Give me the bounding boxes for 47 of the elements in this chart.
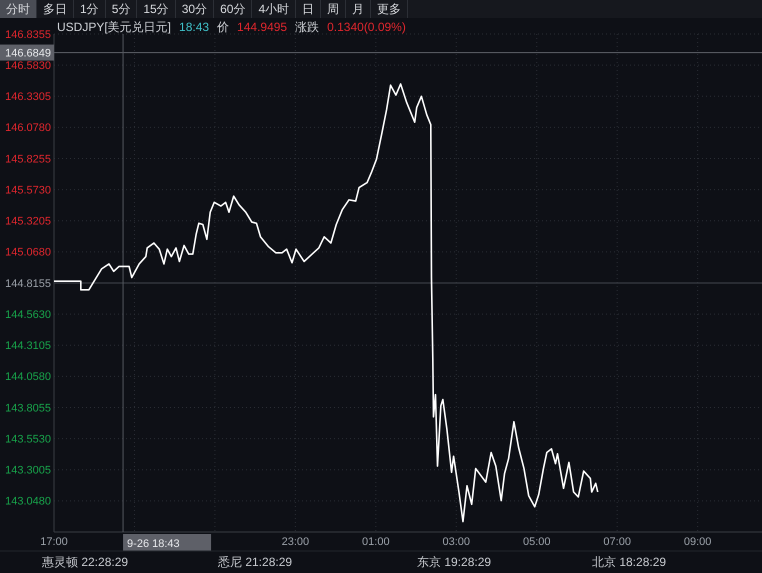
ref-line-label: 9-26 18:43 xyxy=(127,538,180,550)
chart-subtitle: 18:43 xyxy=(179,20,210,34)
text: 惠灵顿 22:28:29 xyxy=(41,555,128,569)
x-tick-label: 03:00 xyxy=(442,536,470,548)
text: 周 xyxy=(321,0,346,18)
y-tick-label: 146.3305 xyxy=(5,91,51,104)
text: 60分 xyxy=(214,0,252,18)
annotation: 144.9495 xyxy=(237,20,288,34)
text: 北京 18:28:29 xyxy=(592,555,666,569)
text: 更多 xyxy=(371,0,408,18)
y-tick-label: 146.0780 xyxy=(5,122,51,134)
text: 15分 xyxy=(137,0,176,18)
annotation: 0.1340(0.09%) xyxy=(327,20,406,34)
y-tick-label: 144.3105 xyxy=(5,340,51,352)
text: 30分 xyxy=(176,0,214,18)
y-tick-label: 145.8255 xyxy=(5,153,51,166)
y-tick-label: 144.0580 xyxy=(5,371,51,384)
ref-line-label: 146.6849 xyxy=(5,47,51,60)
text: 悉尼 21:28:29 xyxy=(217,555,292,569)
y-tick-label: 145.3205 xyxy=(5,216,51,228)
text: 日 xyxy=(296,0,322,18)
y-tick-label: 143.0480 xyxy=(5,496,51,508)
chart-title: USDJPY[美元兑日元] xyxy=(57,18,172,36)
x-tick-label: 05:00 xyxy=(522,536,550,548)
x-tick-label: 07:00 xyxy=(603,536,631,548)
text: 价 xyxy=(217,18,230,36)
y-tick-label: 143.3005 xyxy=(5,464,51,477)
y-tick-label: 143.8055 xyxy=(5,402,51,414)
x-tick-label: 09:00 xyxy=(684,536,712,548)
y-tick-label: 145.5730 xyxy=(5,184,51,196)
y-tick-label: 144.5630 xyxy=(5,308,51,321)
text: 5分 xyxy=(106,0,138,18)
text: 多日 xyxy=(37,0,74,18)
x-tick-label: 17:00 xyxy=(40,536,68,548)
text: 月 xyxy=(346,0,372,18)
text: 1分 xyxy=(74,0,106,18)
text: 分时 xyxy=(0,0,37,18)
text: 东京 19:28:29 xyxy=(417,555,492,569)
text: 涨跌 xyxy=(295,18,320,36)
y-tick-label: 146.8355 xyxy=(5,28,51,41)
y-tick-label: 145.0680 xyxy=(5,246,51,259)
y-tick-label: 143.5530 xyxy=(5,433,51,446)
y-tick-label: 144.8155 xyxy=(5,278,51,290)
x-tick-label: 01:00 xyxy=(362,536,390,548)
y-tick-label: 146.5830 xyxy=(5,60,51,72)
text: 4小时 xyxy=(252,0,296,18)
x-tick-label: 23:00 xyxy=(282,536,310,548)
